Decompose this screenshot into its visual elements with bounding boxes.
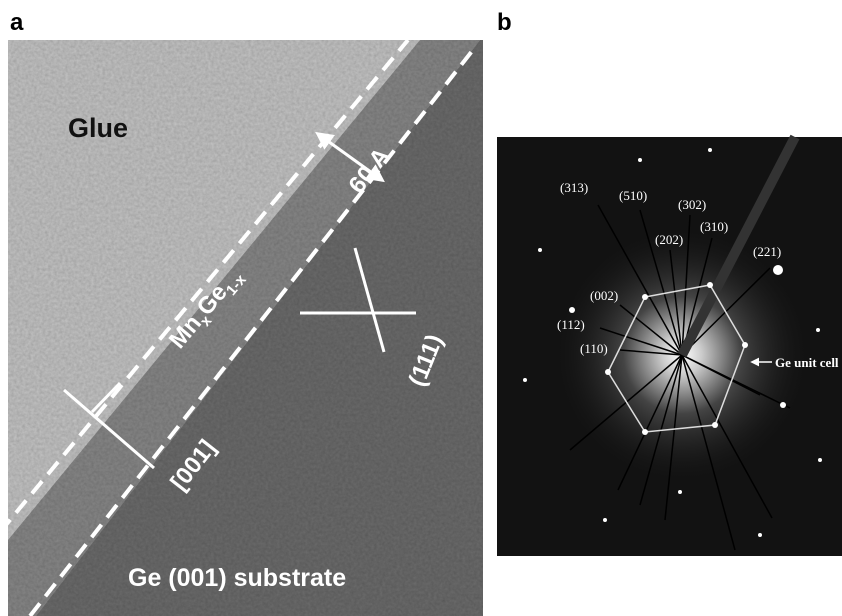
- substrate-label: Ge (001) substrate: [128, 564, 346, 592]
- figure: a Glue MnxGe1-x 60 A [001] (111) Ge (001…: [0, 0, 842, 616]
- reflection-label: (510): [619, 188, 647, 203]
- unit-cell-label: Ge unit cell: [775, 355, 839, 370]
- panel-label: b: [497, 9, 512, 36]
- panel-label: a: [10, 9, 24, 36]
- reflection-label: (110): [580, 341, 608, 356]
- reflection-label: (302): [678, 197, 706, 212]
- reflection-label: (310): [700, 219, 728, 234]
- reflection-label: (221): [753, 244, 781, 259]
- reflection-label: (112): [557, 317, 585, 332]
- diffraction-image: [497, 137, 842, 556]
- reflection-label: (202): [655, 232, 683, 247]
- glue-label: Glue: [68, 113, 128, 143]
- reflection-label: (002): [590, 288, 618, 303]
- reflection-label: (313): [560, 180, 588, 195]
